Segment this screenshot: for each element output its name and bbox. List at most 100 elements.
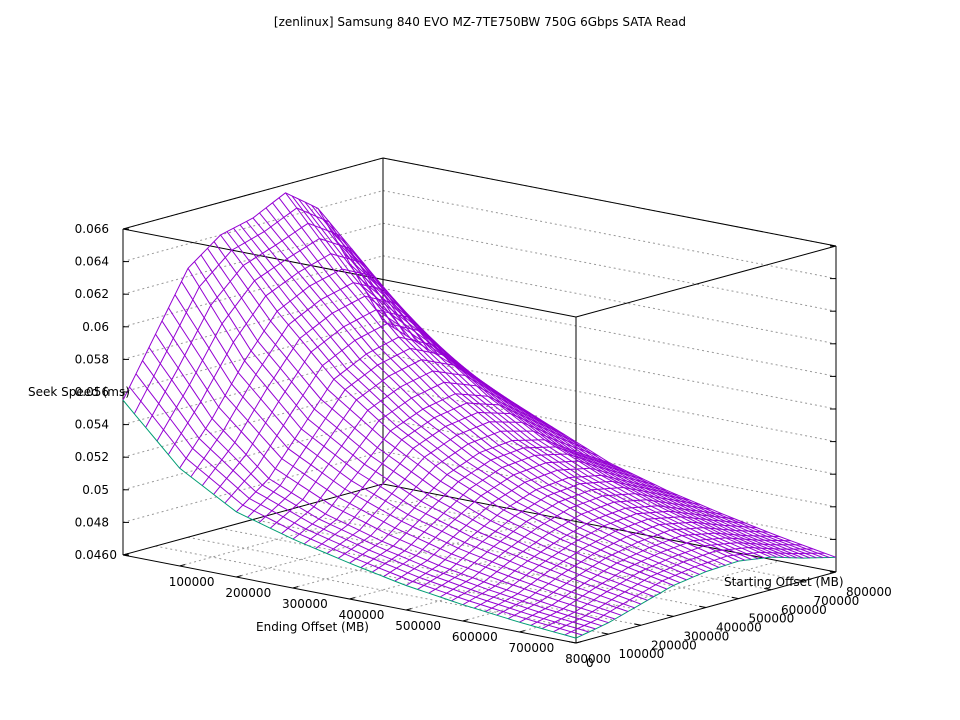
- floor-grid-y: [155, 545, 609, 635]
- surface-line-y: [265, 207, 720, 568]
- x-tick-mark: [405, 608, 412, 611]
- x-tick-mark: [519, 630, 525, 633]
- y-tick-label: 700000: [814, 594, 860, 608]
- z-tick-label: 0.058: [75, 352, 109, 366]
- surface-line-y: [181, 281, 635, 609]
- z-tick-label: 0.046: [75, 548, 109, 562]
- surface-line-x: [145, 222, 407, 428]
- surface-line-y: [382, 320, 837, 558]
- surface-line-y: [252, 217, 707, 573]
- z-tick-label: 0.056: [75, 385, 109, 399]
- y-tick-mark: [796, 579, 804, 582]
- surface-mesh: [122, 192, 837, 639]
- y-tick-mark: [764, 587, 772, 591]
- surface-line-y: [168, 307, 622, 616]
- surface-line-y: [285, 192, 739, 562]
- wall-grid-z-back: [382, 385, 837, 475]
- z-tick-label: 0.064: [75, 255, 109, 269]
- surface-line-y: [246, 221, 700, 575]
- surface-line-y: [213, 241, 668, 590]
- surface-line-y: [259, 212, 713, 570]
- y-tick-label: 100000: [619, 647, 665, 661]
- surface-line-y: [148, 347, 603, 627]
- y-tick-label: 300000: [684, 629, 730, 643]
- y-tick-mark: [699, 605, 707, 608]
- z-tick-label: 0.052: [75, 450, 109, 464]
- z-tick-label: 0.06: [82, 320, 109, 334]
- surface-line-y: [350, 264, 804, 559]
- wall-grid-z-back: [382, 320, 837, 410]
- surface-line-y: [135, 373, 590, 633]
- y-tick-mark: [601, 632, 609, 635]
- surface-line-y: [278, 197, 733, 564]
- surface-line-y: [187, 268, 642, 605]
- surface-line-y: [233, 227, 687, 581]
- z-tick-label: 0.062: [75, 287, 109, 301]
- floor-grid-y: [252, 519, 707, 608]
- surface-line-y: [161, 320, 616, 620]
- y-tick-label: 400000: [716, 621, 762, 635]
- floor-grid-y: [220, 527, 674, 617]
- surface-line-y: [142, 360, 596, 630]
- wall-grid-z-left: [122, 320, 384, 393]
- chart-title: [zenlinux] Samsung 840 EVO MZ-7TE750BW 7…: [274, 15, 686, 29]
- y-axis-label: Starting Offset (MB): [724, 575, 844, 589]
- y-tick-mark: [666, 614, 674, 617]
- surface-line-y: [226, 231, 681, 584]
- floor-grid-y: [350, 492, 804, 582]
- surface-line-y: [356, 275, 811, 559]
- surface-line-y: [220, 234, 674, 586]
- y-tick-mark: [731, 596, 739, 600]
- x-tick-label: 0: [109, 548, 117, 562]
- x-tick-label: 600000: [452, 630, 498, 644]
- surface-line-y: [291, 195, 746, 561]
- x-tick-mark: [122, 553, 129, 556]
- surface-line-y: [194, 261, 648, 601]
- x-tick-mark: [349, 597, 355, 600]
- floor-grid-y: [187, 536, 642, 626]
- surface-line-y: [122, 399, 577, 639]
- wall-grid-z-left: [122, 418, 384, 491]
- wall-grid-z-back: [382, 222, 837, 312]
- x-tick-mark: [236, 575, 242, 578]
- x-tick-label: 100000: [169, 575, 215, 589]
- box-edge: [122, 228, 577, 318]
- x-tick-mark: [462, 619, 469, 622]
- surface-line-y: [363, 286, 817, 559]
- z-tick-label: 0.054: [75, 418, 109, 432]
- x-tick-label: 700000: [508, 641, 554, 655]
- y-tick-label: 0: [586, 656, 594, 670]
- y-tick-label: 800000: [846, 585, 892, 599]
- z-tick-label: 0.066: [75, 222, 109, 236]
- wall-grid-z-back: [382, 255, 837, 345]
- box-edge: [122, 157, 384, 230]
- surface-line-y: [129, 386, 583, 636]
- x-tick-label: 200000: [225, 586, 271, 600]
- y-tick-mark: [634, 623, 642, 626]
- surface-line-y: [272, 202, 726, 566]
- surface-line-y: [174, 294, 629, 612]
- surface-line-x: [417, 480, 678, 590]
- box-edge: [575, 245, 837, 318]
- x-tick-label: 300000: [282, 597, 328, 611]
- surface-line-x: [405, 474, 667, 586]
- y-tick-mark: [569, 641, 577, 644]
- wall-grid-z-back: [382, 190, 837, 280]
- y-tick-label: 600000: [781, 603, 827, 617]
- x-tick-label: 800000: [565, 652, 611, 666]
- z-tick-label: 0.048: [75, 515, 109, 529]
- x-tick-mark: [292, 586, 299, 589]
- x-tick-label: 500000: [395, 619, 441, 633]
- x-tick-mark: [179, 564, 185, 567]
- box-edge: [382, 157, 837, 247]
- x-tick-mark: [575, 641, 582, 644]
- surface-line-y: [207, 248, 661, 594]
- surface-line-y: [369, 298, 824, 559]
- x-tick-label: 400000: [339, 608, 385, 622]
- y-tick-label: 200000: [651, 638, 697, 652]
- x-axis-label: Ending Offset (MB): [256, 620, 369, 634]
- surface-line-y: [155, 333, 609, 624]
- surface-line-y: [200, 254, 655, 598]
- surface-line-y: [239, 224, 694, 578]
